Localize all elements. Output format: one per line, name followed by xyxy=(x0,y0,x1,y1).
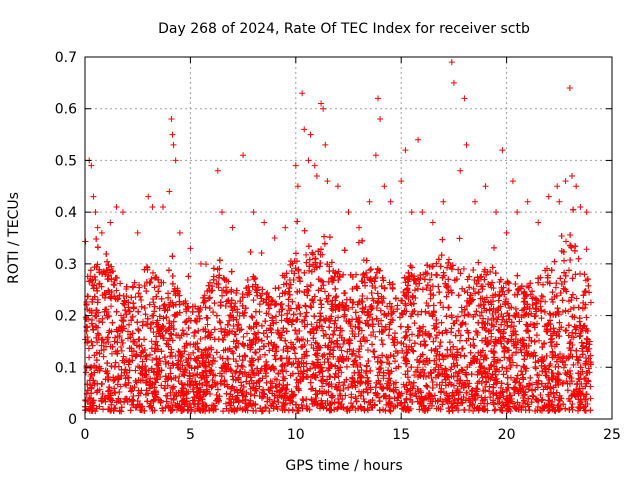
data-point xyxy=(108,303,115,310)
data-point xyxy=(411,372,418,379)
data-point xyxy=(189,386,196,393)
data-point xyxy=(536,337,543,344)
data-point xyxy=(451,363,458,370)
data-point xyxy=(276,293,283,300)
data-point xyxy=(149,356,156,363)
data-point xyxy=(405,296,412,303)
data-point xyxy=(117,312,124,319)
data-point xyxy=(488,284,495,291)
data-point xyxy=(464,289,471,296)
data-point xyxy=(360,270,367,277)
data-point xyxy=(240,333,247,340)
data-point xyxy=(150,299,157,306)
data-point xyxy=(264,289,271,296)
data-point xyxy=(440,356,447,363)
data-point xyxy=(148,338,155,345)
data-point xyxy=(406,337,413,344)
data-point xyxy=(460,265,467,272)
data-point xyxy=(308,341,315,348)
data-point xyxy=(340,340,347,347)
data-point xyxy=(175,378,182,385)
data-point xyxy=(308,321,315,328)
data-point xyxy=(303,251,310,258)
data-point xyxy=(462,320,469,327)
data-points xyxy=(82,59,594,415)
data-point xyxy=(263,327,270,334)
data-point xyxy=(121,381,128,388)
data-point xyxy=(202,261,209,268)
data-point xyxy=(423,285,430,292)
data-point xyxy=(108,350,115,357)
data-point xyxy=(364,295,371,302)
data-point xyxy=(179,362,186,369)
data-point xyxy=(421,370,428,377)
data-point xyxy=(563,377,570,384)
data-point xyxy=(197,336,204,343)
data-point xyxy=(232,300,239,307)
data-point xyxy=(372,333,379,340)
data-point xyxy=(538,292,545,299)
data-point xyxy=(176,373,183,380)
data-point xyxy=(349,350,356,357)
data-point xyxy=(175,348,182,355)
data-point xyxy=(202,334,209,341)
data-point xyxy=(583,246,590,253)
data-point xyxy=(567,306,574,313)
data-point xyxy=(195,400,202,407)
data-point xyxy=(228,406,235,413)
data-point xyxy=(201,292,208,299)
data-point xyxy=(560,364,567,371)
data-point xyxy=(573,295,580,302)
grid-lines xyxy=(85,57,612,419)
data-point xyxy=(235,322,242,329)
data-point xyxy=(302,313,309,320)
data-point xyxy=(206,279,213,286)
data-point xyxy=(587,395,594,402)
data-point xyxy=(505,287,512,294)
data-point xyxy=(273,319,280,326)
data-point xyxy=(529,381,536,388)
data-point xyxy=(537,303,544,310)
data-point xyxy=(542,298,549,305)
